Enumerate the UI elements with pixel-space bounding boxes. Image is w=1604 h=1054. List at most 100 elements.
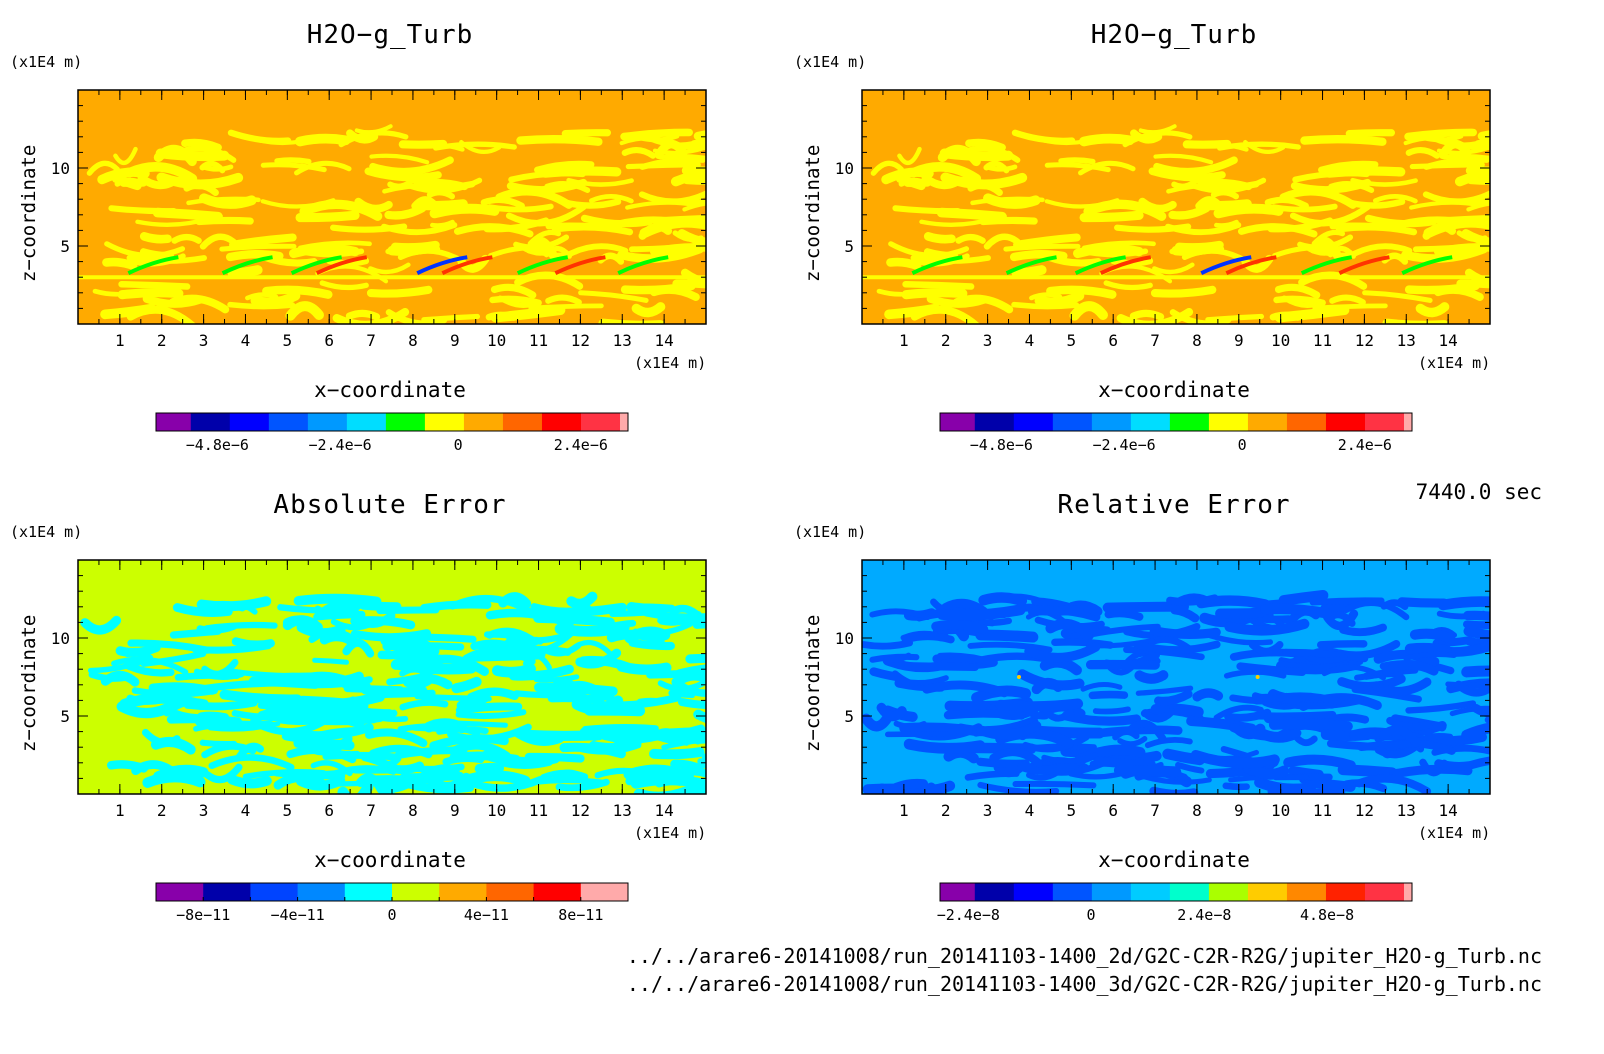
y-tick-label: 5 bbox=[60, 237, 70, 256]
colorbar-segment bbox=[580, 883, 629, 901]
colorbar-segment bbox=[268, 413, 309, 431]
colorbar-segment bbox=[1130, 413, 1171, 431]
colorbar-segment bbox=[1286, 883, 1327, 901]
colorbar-segment bbox=[541, 413, 582, 431]
colorbar-segment bbox=[1325, 883, 1366, 901]
x-tick-label: 8 bbox=[408, 331, 418, 350]
colorbar-segment bbox=[1208, 413, 1249, 431]
colorbar-segment bbox=[424, 413, 465, 431]
x-tick-label: 6 bbox=[324, 331, 334, 350]
colorbar-segment bbox=[1325, 413, 1366, 431]
colorbar-segment bbox=[392, 883, 440, 901]
colorbar-segment bbox=[1286, 413, 1327, 431]
colorbar-label: −2.4e−6 bbox=[1092, 436, 1155, 454]
colorbar-label: 2.4e−6 bbox=[1338, 436, 1392, 454]
x-unit-label: (x1E4 m) bbox=[634, 354, 707, 372]
x-tick-label: 11 bbox=[529, 331, 548, 350]
colorbar-segment bbox=[344, 883, 393, 901]
x-tick-label: 9 bbox=[450, 331, 460, 350]
colorbar-label: −4.8e−6 bbox=[970, 436, 1033, 454]
colorbar-segment bbox=[1404, 413, 1413, 431]
colorbar-segment bbox=[156, 413, 192, 431]
x-tick-label: 2 bbox=[941, 331, 951, 350]
x-tick-label: 12 bbox=[1355, 331, 1374, 350]
x-unit-label: (x1E4 m) bbox=[1418, 824, 1491, 842]
x-tick-label: 8 bbox=[1192, 331, 1202, 350]
colorbar-segment bbox=[385, 413, 426, 431]
x-unit-label: (x1E4 m) bbox=[634, 824, 707, 842]
colorbar-segment bbox=[156, 883, 204, 901]
x-tick-label: 12 bbox=[571, 331, 590, 350]
x-tick-label: 11 bbox=[1313, 331, 1332, 350]
colorbar-segment bbox=[502, 413, 543, 431]
x-tick-label: 11 bbox=[529, 801, 548, 820]
colorbar-segment bbox=[974, 883, 1015, 901]
x-tick-label: 4 bbox=[241, 331, 251, 350]
x-axis-label: x−coordinate bbox=[314, 848, 466, 872]
colorbar-segment bbox=[1208, 883, 1249, 901]
x-axis-label: x−coordinate bbox=[1098, 848, 1250, 872]
footer-path-3d: ../../arare6-20141008/run_20141103-1400_… bbox=[626, 972, 1542, 996]
x-tick-label: 8 bbox=[1192, 801, 1202, 820]
x-tick-label: 2 bbox=[157, 801, 167, 820]
x-axis-label: x−coordinate bbox=[1098, 378, 1250, 402]
x-tick-label: 1 bbox=[115, 331, 125, 350]
y-tick-label: 5 bbox=[60, 707, 70, 726]
x-tick-label: 7 bbox=[1150, 801, 1160, 820]
x-tick-label: 3 bbox=[199, 331, 209, 350]
colorbar-label: 0 bbox=[1238, 436, 1247, 454]
x-tick-label: 14 bbox=[1439, 331, 1458, 350]
colorbar-segment bbox=[1013, 883, 1054, 901]
x-tick-label: 1 bbox=[115, 801, 125, 820]
colorbar-segment bbox=[1364, 883, 1405, 901]
x-tick-label: 1 bbox=[899, 331, 909, 350]
time-label: 7440.0 sec bbox=[1415, 480, 1542, 504]
colorbar-label: 0 bbox=[1087, 906, 1096, 924]
x-tick-label: 8 bbox=[408, 801, 418, 820]
x-tick-label: 13 bbox=[613, 801, 632, 820]
colorbar-segment bbox=[1404, 883, 1413, 901]
colorbar-segment bbox=[620, 413, 629, 431]
x-tick-label: 12 bbox=[1355, 801, 1374, 820]
y-tick-label: 10 bbox=[51, 159, 70, 178]
colorbar-label: 4.8e−8 bbox=[1300, 906, 1354, 924]
x-tick-label: 9 bbox=[450, 801, 460, 820]
field-pattern bbox=[862, 589, 1490, 794]
colorbar-segment bbox=[1169, 883, 1210, 901]
x-tick-label: 4 bbox=[1025, 801, 1035, 820]
colorbar-label: 0 bbox=[387, 906, 396, 924]
x-tick-label: 6 bbox=[1108, 801, 1118, 820]
colorbar-label: −2.4e−8 bbox=[937, 906, 1000, 924]
colorbar-segment bbox=[1052, 883, 1093, 901]
x-tick-label: 9 bbox=[1234, 331, 1244, 350]
colorbar-label: 2.4e−6 bbox=[554, 436, 608, 454]
colorbar-segment bbox=[1091, 413, 1132, 431]
colorbar-segment bbox=[1052, 413, 1093, 431]
chart-title: H2O−g_Turb bbox=[306, 20, 474, 50]
x-tick-label: 14 bbox=[655, 331, 674, 350]
x-tick-label: 5 bbox=[1067, 801, 1077, 820]
x-tick-label: 3 bbox=[983, 331, 993, 350]
colorbar-label: 8e−11 bbox=[558, 906, 603, 924]
footer-path-2d: ../../arare6-20141008/run_20141103-1400_… bbox=[626, 944, 1542, 968]
colorbar-segment bbox=[439, 883, 487, 901]
y-tick-label: 10 bbox=[835, 629, 854, 648]
x-tick-label: 11 bbox=[1313, 801, 1332, 820]
x-tick-label: 4 bbox=[1025, 331, 1035, 350]
colorbar-segment bbox=[229, 413, 270, 431]
colorbar-label: 4e−11 bbox=[464, 906, 509, 924]
x-tick-label: 5 bbox=[1067, 331, 1077, 350]
colorbar-segment bbox=[297, 883, 346, 901]
x-tick-label: 2 bbox=[157, 331, 167, 350]
y-tick-label: 5 bbox=[844, 707, 854, 726]
field-pattern bbox=[80, 591, 706, 794]
chart-title: H2O−g_Turb bbox=[1090, 20, 1258, 50]
colorbar-segment bbox=[940, 883, 976, 901]
colorbar-segment bbox=[250, 883, 299, 901]
x-tick-label: 13 bbox=[1397, 801, 1416, 820]
x-tick-label: 10 bbox=[487, 331, 506, 350]
